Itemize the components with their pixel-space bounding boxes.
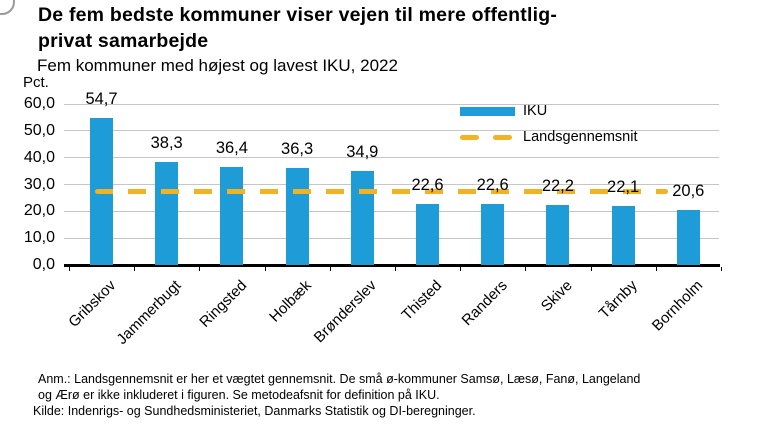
category-label-bronderslev: Brønderslev (311, 277, 381, 347)
bar-value-label-bornholm: 20,6 (672, 181, 705, 200)
y-tick-label-60: 60,0 (23, 95, 55, 112)
bar-jammerbugt (155, 162, 179, 265)
average-dashed-line (95, 188, 668, 194)
bar-randers (481, 204, 505, 265)
legend-bar-swatch (460, 106, 515, 116)
y-tick-label-20: 20,0 (23, 202, 55, 220)
x-tick-mark (134, 266, 136, 271)
category-label-gribskov: Gribskov (65, 277, 120, 331)
category-label-jammerbugt: Jammerbugt (113, 277, 185, 348)
category-label-tarnby: Tårnby (596, 277, 642, 323)
category-label-skive: Skive (537, 277, 576, 315)
x-tick-mark (590, 266, 592, 271)
bar-ringsted (220, 167, 244, 265)
gridline-10 (64, 237, 719, 239)
footnotes: Anm.: Landsgennemsnit er her et vægtet g… (33, 371, 648, 419)
x-tick-mark (199, 266, 201, 271)
legend: IKU Landsgennemsnit (460, 103, 637, 155)
bar-value-label-randers: 22,6 (476, 176, 509, 195)
bar-holbaek (285, 167, 309, 265)
footnote-anm: Anm.: Landsgennemsnit er her et vægtet g… (38, 372, 641, 402)
category-label-ringsted: Ringsted (196, 277, 250, 331)
x-tick-mark (394, 266, 396, 271)
x-tick-mark (329, 266, 331, 271)
gridline-60 (64, 103, 719, 105)
bar-value-label-jammerbugt: 38,3 (150, 134, 183, 153)
y-tick-label-50: 50,0 (23, 121, 55, 139)
legend-row-landsgennemsnit: Landsgennemsnit (460, 129, 637, 145)
x-tick-mark (68, 266, 70, 271)
y-axis-unit-label: Pct. (23, 74, 49, 91)
chart-subtitle: Fem kommuner med højest og lavest IKU, 2… (37, 56, 398, 75)
category-label-randers: Randers (458, 277, 511, 330)
bar-value-label-bronderslev: 34,9 (346, 143, 379, 162)
legend-row-iku: IKU (460, 103, 637, 119)
y-tick-label-30: 30,0 (23, 175, 55, 193)
legend-landsgennemsnit-label: Landsgennemsnit (523, 129, 638, 145)
x-tick-mark (525, 266, 527, 271)
bar-bornholm (676, 209, 700, 265)
gridline-20 (64, 210, 719, 212)
chart-title: De fem bedste kommuner viser vejen til m… (38, 4, 558, 52)
bar-value-label-ringsted: 36,4 (215, 139, 248, 158)
bar-thisted (416, 204, 439, 265)
x-tick-mark (720, 266, 722, 271)
bar-bronderslev (350, 171, 374, 265)
gridline-50 (64, 130, 719, 132)
gridline-30 (64, 184, 719, 185)
bar-skive (546, 205, 570, 265)
legend-iku-label: IKU (523, 103, 548, 119)
bar-value-label-tarnby: 22,1 (607, 177, 640, 196)
x-tick-mark (655, 266, 657, 271)
x-tick-mark (460, 266, 462, 271)
category-label-bornholm: Bornholm (648, 277, 707, 335)
x-axis-line (64, 263, 720, 267)
footnote-kilde: Kilde: Indenrigs- og Sundhedsministeriet… (33, 404, 476, 418)
category-label-thisted: Thisted (398, 277, 446, 324)
gridline-40 (64, 157, 719, 159)
bar-value-label-thisted: 22,6 (411, 176, 444, 195)
bar-value-label-gribskov: 54,7 (85, 90, 118, 109)
x-tick-mark (264, 266, 266, 271)
bar-tarnby (611, 205, 635, 265)
legend-dashed-line-swatch (460, 134, 512, 140)
y-tick-label-40: 40,0 (23, 148, 55, 166)
bar-value-label-holbaek: 36,3 (281, 139, 314, 158)
y-tick-label-0: 0,0 (32, 256, 55, 273)
category-label-holbaek: Holbæk (266, 277, 316, 326)
y-tick-label-10: 10,0 (23, 229, 55, 247)
bar-value-label-skive: 22,2 (541, 177, 574, 196)
